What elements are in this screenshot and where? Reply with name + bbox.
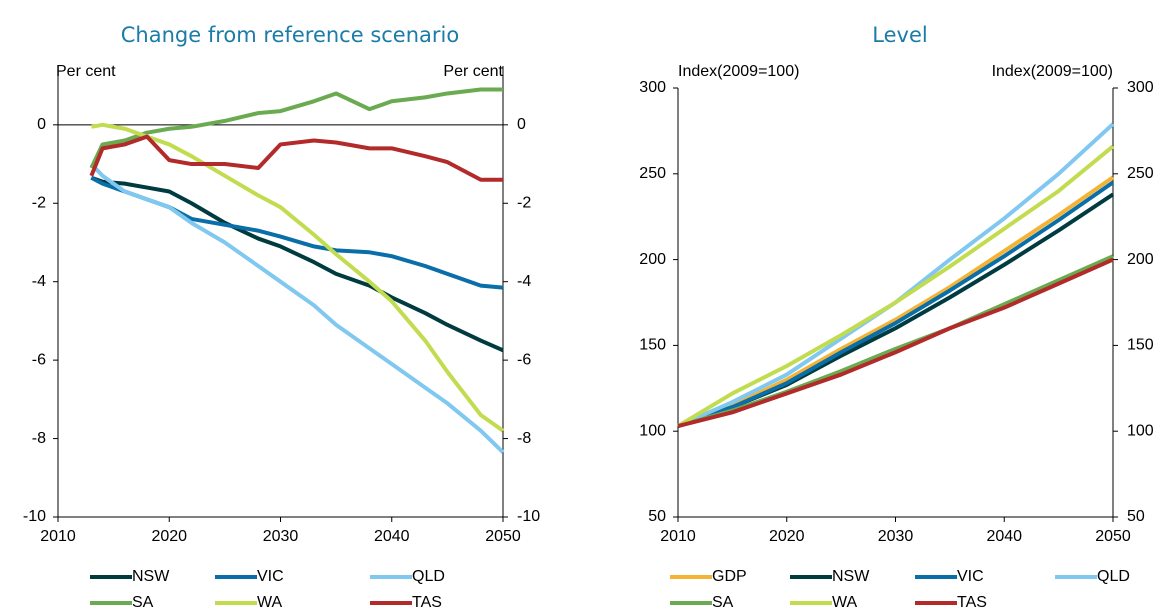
legend-label: VIC — [957, 568, 984, 585]
legend-label: NSW — [132, 568, 170, 585]
y2-tick-label: 0 — [517, 116, 526, 133]
legend-label: QLD — [1097, 568, 1130, 585]
y-tick-label: 300 — [639, 79, 666, 96]
y-axis-label: Per cent — [56, 63, 116, 80]
series-line — [89, 134, 503, 182]
x-tick-label: 2010 — [660, 528, 696, 545]
y-tick-label: 250 — [639, 165, 666, 182]
panel-title: Change from reference scenario — [121, 23, 459, 47]
y2-tick-label: -10 — [517, 508, 540, 525]
x-tick-label: 2040 — [986, 528, 1022, 545]
y2-axis-label: Index(2009=100) — [992, 63, 1113, 80]
y2-tick-label: 50 — [1127, 508, 1145, 525]
x-tick-label: 2050 — [485, 528, 521, 545]
series-line — [677, 257, 1114, 428]
legend-label: NSW — [832, 568, 870, 585]
y2-tick-label: 100 — [1127, 422, 1154, 439]
legend-label: WA — [257, 594, 283, 611]
y2-tick-label: 250 — [1127, 165, 1154, 182]
y2-tick-label: 300 — [1127, 79, 1154, 96]
x-tick-label: 2030 — [878, 528, 914, 545]
y2-tick-label: -6 — [517, 351, 531, 368]
y-tick-label: 100 — [639, 422, 666, 439]
y2-tick-label: -4 — [517, 273, 531, 290]
series-line — [90, 176, 504, 290]
legend-label: TAS — [412, 594, 442, 611]
y-tick-label: 200 — [639, 251, 666, 268]
y-tick-label: -10 — [23, 508, 46, 525]
legend-label: VIC — [257, 568, 284, 585]
series-line — [89, 87, 503, 169]
y2-tick-label: -2 — [517, 194, 531, 211]
y-tick-label: -6 — [32, 351, 46, 368]
y-tick-label: 0 — [37, 116, 46, 133]
y-tick-label: 50 — [648, 508, 666, 525]
legend-label: WA — [832, 594, 858, 611]
y2-axis-label: Per cent — [443, 63, 503, 80]
x-tick-label: 2030 — [263, 528, 299, 545]
series-line — [91, 122, 505, 433]
series-line — [676, 144, 1115, 428]
x-tick-label: 2050 — [1095, 528, 1131, 545]
x-tick-label: 2020 — [151, 528, 187, 545]
legend-label: TAS — [957, 594, 987, 611]
x-tick-label: 2010 — [40, 528, 76, 545]
legend-label: GDP — [712, 568, 747, 585]
y-tick-label: 150 — [639, 337, 666, 354]
y2-tick-label: 200 — [1127, 251, 1154, 268]
series-line — [90, 175, 504, 353]
y-tick-label: -8 — [32, 430, 46, 447]
legend-label: SA — [712, 594, 734, 611]
y-tick-label: -2 — [32, 194, 46, 211]
y2-tick-label: -8 — [517, 430, 531, 447]
x-tick-label: 2020 — [769, 528, 805, 545]
series-line — [677, 122, 1115, 428]
series-line — [677, 180, 1115, 428]
legend-label: SA — [132, 594, 154, 611]
series-line — [677, 175, 1115, 428]
y2-tick-label: 150 — [1127, 337, 1154, 354]
series-line — [89, 162, 505, 454]
y-axis-label: Index(2009=100) — [678, 63, 799, 80]
panel-title: Level — [872, 23, 927, 47]
legend-label: QLD — [412, 568, 445, 585]
y-tick-label: -4 — [32, 273, 46, 290]
x-tick-label: 2040 — [374, 528, 410, 545]
